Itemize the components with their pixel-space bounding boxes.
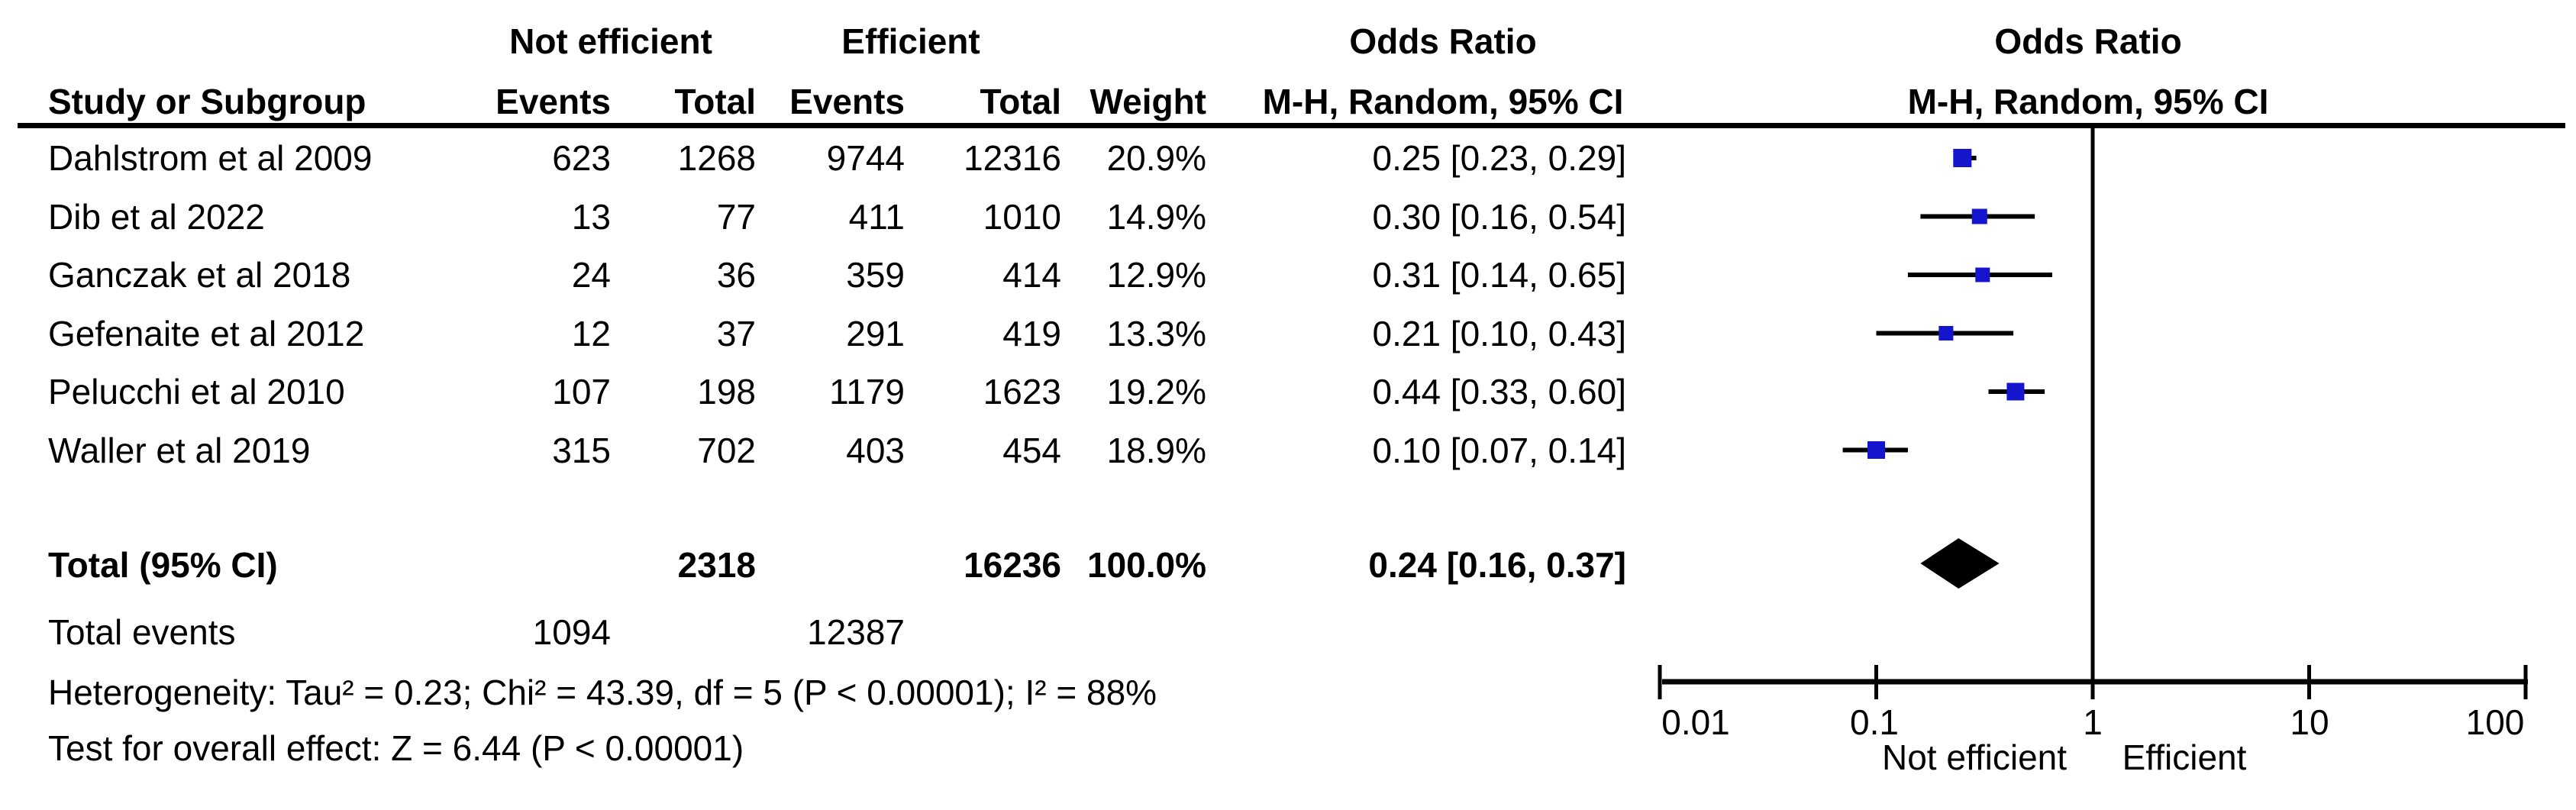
- table-row: Gefenaite et al 2012 12 37 291 419 13.3%…: [0, 316, 2576, 351]
- ne-events-value: 24: [571, 255, 611, 295]
- table-row: Ganczak et al 2018 24 36 359 414 12.9% 0…: [0, 257, 2576, 292]
- ne-events-value: 315: [552, 430, 611, 470]
- column-header-mh-ci-left: M-H, Random, 95% CI: [1262, 82, 1624, 121]
- table-row: Dahlstrom et al 2009 623 1268 9744 12316…: [0, 140, 2576, 176]
- column-header-odds-ratio-left: Odds Ratio: [1349, 21, 1537, 61]
- total-events-label: Total events: [48, 612, 236, 652]
- e-total-value: 1010: [983, 196, 1061, 237]
- axis-tick-label: 0.01: [1661, 702, 1730, 742]
- e-events-value: 403: [846, 430, 905, 470]
- e-events-value: 9744: [826, 138, 905, 178]
- axis-tick-label: 0.1: [1850, 702, 1899, 742]
- column-header-ne-total: Total: [674, 82, 756, 121]
- group-header-efficient: Efficient: [841, 21, 980, 61]
- or-ci-value: 0.31 [0.14, 0.65]: [1372, 255, 1627, 295]
- study-name: Dahlstrom et al 2009: [48, 138, 373, 178]
- e-events-value: 359: [846, 255, 905, 295]
- total-weight: 100.0%: [1086, 545, 1206, 585]
- axis-tick-label: 10: [2290, 702, 2329, 742]
- ne-events-value: 623: [552, 138, 611, 178]
- total-label: Total (95% CI): [48, 545, 278, 585]
- table-row: Dib et al 2022 13 77 411 1010 14.9% 0.30…: [0, 199, 2576, 234]
- ne-total-value: 702: [697, 430, 756, 470]
- e-total-value: 414: [1002, 255, 1061, 295]
- ne-total-value: 37: [716, 313, 756, 353]
- xlabel-not-efficient: Not efficient: [1882, 737, 2067, 777]
- axis-tick-label: 1: [2083, 702, 2103, 742]
- table-row: Waller et al 2019 315 702 403 454 18.9% …: [0, 433, 2576, 468]
- ne-total-value: 77: [716, 196, 756, 237]
- header-divider: [18, 123, 2565, 128]
- weight-value: 14.9%: [1106, 196, 1206, 237]
- ne-events-value: 13: [571, 196, 611, 237]
- overall-effect-test: Test for overall effect: Z = 6.44 (P < 0…: [48, 728, 744, 768]
- total-or-ci: 0.24 [0.16, 0.37]: [1368, 545, 1626, 585]
- or-ci-value: 0.25 [0.23, 0.29]: [1372, 138, 1627, 178]
- ne-total-value: 198: [697, 372, 756, 411]
- group-header-not-efficient: Not efficient: [509, 21, 712, 61]
- study-name: Ganczak et al 2018: [48, 255, 351, 295]
- ne-events-value: 12: [571, 313, 611, 353]
- weight-value: 12.9%: [1106, 255, 1206, 295]
- ne-events-value: 107: [552, 372, 611, 411]
- ne-total-value: 36: [716, 255, 756, 295]
- e-events-value: 411: [848, 196, 905, 237]
- total-events-e: 12387: [807, 612, 905, 652]
- e-total-value: 1623: [983, 372, 1061, 411]
- total-e-total: 16236: [964, 545, 1061, 585]
- or-ci-value: 0.44 [0.33, 0.60]: [1372, 372, 1627, 411]
- heterogeneity-stats: Heterogeneity: Tau² = 0.23; Chi² = 43.39…: [48, 673, 1157, 712]
- column-header-ne-events: Events: [496, 82, 611, 121]
- e-events-value: 291: [846, 313, 905, 353]
- column-header-e-total: Total: [980, 82, 1061, 121]
- weight-value: 13.3%: [1106, 313, 1206, 353]
- or-ci-value: 0.21 [0.10, 0.43]: [1372, 313, 1627, 353]
- table-row: Pelucchi et al 2010 107 198 1179 1623 19…: [0, 374, 2576, 409]
- e-events-value: 1179: [829, 372, 905, 411]
- xlabel-efficient: Efficient: [2122, 737, 2247, 777]
- column-header-mh-ci-right: M-H, Random, 95% CI: [1907, 82, 2269, 121]
- total-ne-total: 2318: [677, 545, 756, 585]
- study-name: Gefenaite et al 2012: [48, 313, 365, 353]
- total-diamond: [1920, 538, 2000, 589]
- study-name: Waller et al 2019: [48, 430, 311, 470]
- e-total-value: 454: [1002, 430, 1061, 470]
- column-header-weight: Weight: [1089, 82, 1206, 121]
- study-name: Dib et al 2022: [48, 196, 265, 237]
- or-ci-value: 0.10 [0.07, 0.14]: [1372, 430, 1627, 470]
- total-events-ne: 1094: [532, 612, 611, 652]
- study-name: Pelucchi et al 2010: [48, 372, 345, 411]
- or-ci-value: 0.30 [0.16, 0.54]: [1372, 196, 1627, 237]
- column-header-study: Study or Subgroup: [48, 82, 366, 121]
- column-header-e-events: Events: [789, 82, 905, 121]
- e-total-value: 419: [1002, 313, 1061, 353]
- axis-tick-label: 100: [2466, 702, 2525, 742]
- e-total-value: 12316: [964, 138, 1061, 178]
- ne-total-value: 1268: [677, 138, 756, 178]
- weight-value: 20.9%: [1106, 138, 1206, 178]
- weight-value: 18.9%: [1106, 430, 1206, 470]
- weight-value: 19.2%: [1106, 372, 1206, 411]
- column-header-odds-ratio-right: Odds Ratio: [1994, 21, 2182, 61]
